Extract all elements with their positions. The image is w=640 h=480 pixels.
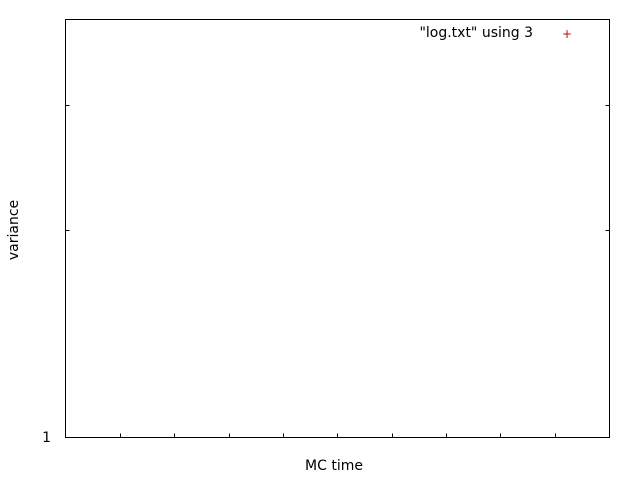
legend: "log.txt" using 3 +	[419, 25, 572, 41]
y-axis-label: variance	[6, 200, 22, 260]
tick-marks	[65, 105, 610, 438]
y-tick-label: 1	[42, 430, 51, 446]
plot-frame	[65, 19, 610, 438]
x-axis-label: MC time	[305, 458, 363, 474]
legend-marker: +	[562, 27, 572, 41]
legend-label: "log.txt" using 3	[419, 25, 533, 41]
